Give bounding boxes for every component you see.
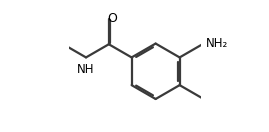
Text: NH₂: NH₂ bbox=[206, 37, 228, 50]
Text: NH: NH bbox=[77, 63, 94, 76]
Text: O: O bbox=[107, 12, 117, 25]
